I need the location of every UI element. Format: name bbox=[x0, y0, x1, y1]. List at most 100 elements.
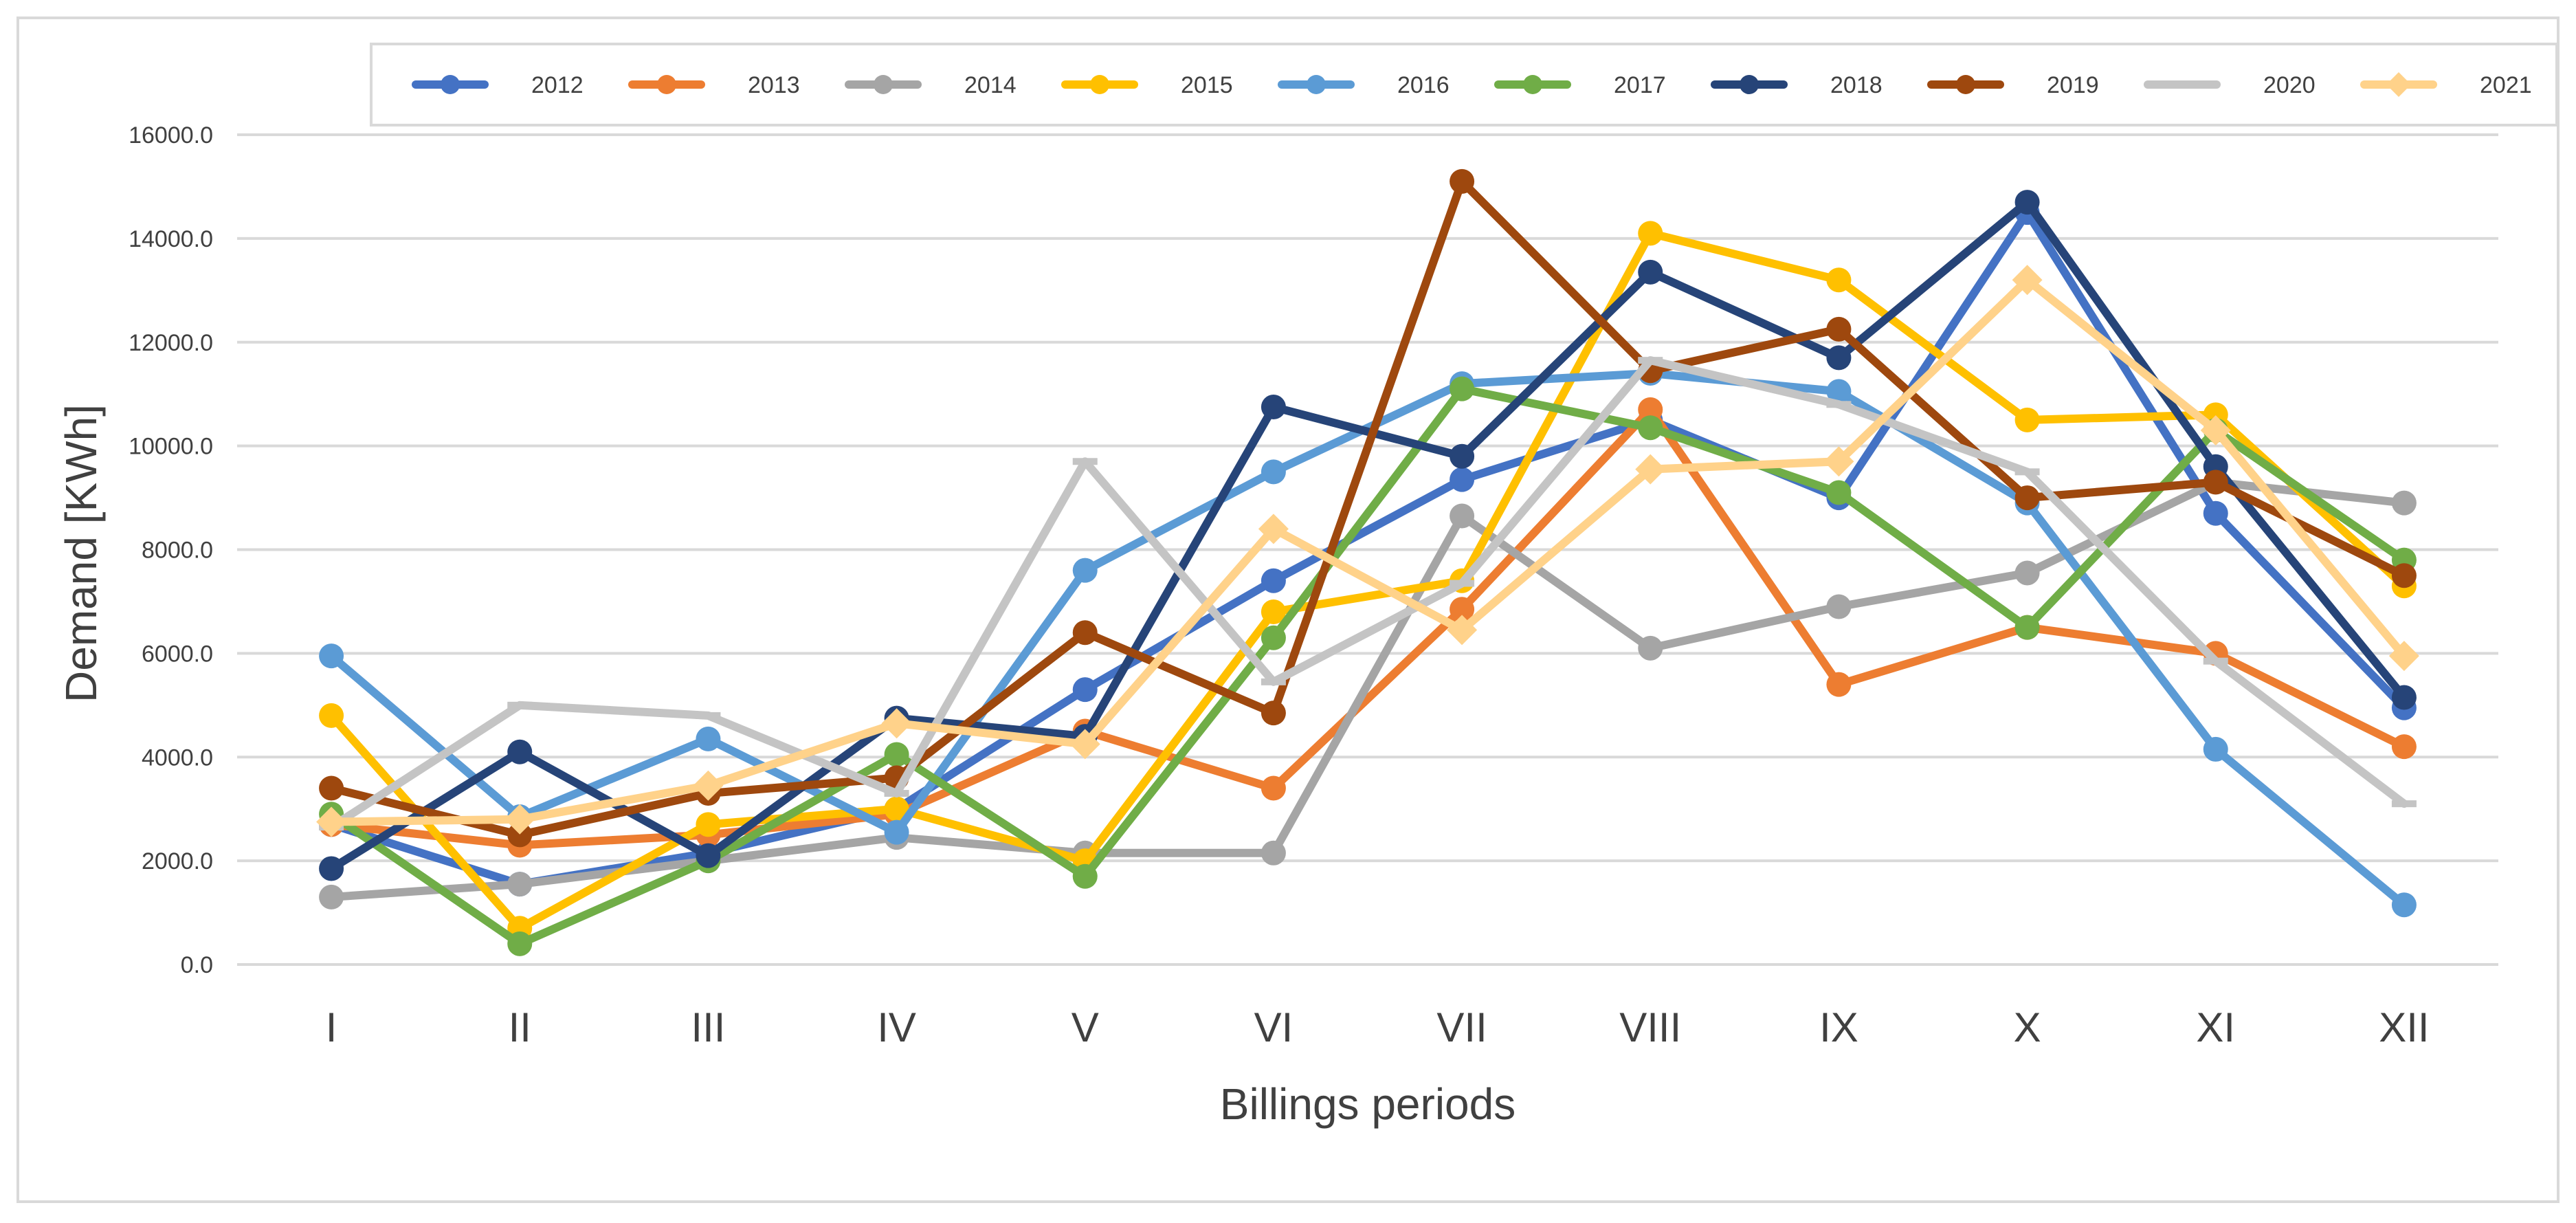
legend-label: 2021 bbox=[2480, 72, 2532, 98]
data-point-2017 bbox=[1261, 625, 1286, 650]
legend-entry-2018: 2018 bbox=[1711, 72, 1883, 98]
y-tick-label: 16000.0 bbox=[129, 122, 213, 148]
x-tick-label: V bbox=[1072, 1004, 1099, 1050]
data-point-2015 bbox=[696, 812, 721, 837]
data-point-2015 bbox=[2014, 407, 2040, 432]
data-point-2016 bbox=[1826, 379, 1852, 404]
data-point-2016 bbox=[1261, 459, 1286, 485]
data-point-2021 bbox=[693, 770, 724, 801]
data-point-2020 bbox=[2014, 468, 2040, 476]
data-point-2019 bbox=[2203, 470, 2228, 495]
legend-swatch-marker bbox=[2386, 72, 2411, 97]
y-tick-label: 14000.0 bbox=[129, 226, 213, 252]
legend-entry-2015: 2015 bbox=[1061, 72, 1233, 98]
series-line-2017 bbox=[327, 384, 2408, 948]
legend-label: 2020 bbox=[2263, 72, 2316, 98]
legend-label: 2014 bbox=[964, 72, 1017, 98]
series-2018 bbox=[319, 190, 2417, 881]
legend-swatch-marker bbox=[1090, 75, 1109, 94]
legend-entry-2016: 2016 bbox=[1278, 72, 1450, 98]
legend-swatch-marker bbox=[2173, 81, 2192, 88]
legend-entry-2020: 2020 bbox=[2144, 72, 2316, 98]
data-point-2021 bbox=[1823, 446, 1854, 477]
x-tick-label: X bbox=[2014, 1004, 2041, 1050]
legend-label: 2018 bbox=[1830, 72, 1883, 98]
data-point-2014 bbox=[1450, 503, 1475, 529]
data-point-2016 bbox=[319, 643, 344, 669]
data-point-2021 bbox=[2012, 265, 2043, 296]
data-point-2013 bbox=[1826, 672, 1852, 697]
data-point-2018 bbox=[1638, 259, 1663, 285]
y-tick-label: 10000.0 bbox=[129, 434, 213, 460]
data-point-2018 bbox=[696, 843, 721, 868]
data-point-2020 bbox=[884, 790, 909, 797]
data-point-2021 bbox=[1069, 729, 1100, 760]
legend-swatch-marker bbox=[1956, 75, 1975, 94]
data-point-2018 bbox=[1826, 345, 1852, 371]
data-point-2012 bbox=[2203, 500, 2228, 526]
x-tick-label: II bbox=[509, 1004, 531, 1050]
data-point-2016 bbox=[1072, 558, 1098, 583]
data-point-2017 bbox=[2014, 615, 2040, 640]
data-point-2015 bbox=[884, 796, 909, 822]
data-point-2020 bbox=[1072, 458, 1098, 465]
series-line-2012 bbox=[327, 208, 2408, 889]
data-point-2018 bbox=[1450, 443, 1475, 469]
data-point-2020 bbox=[1261, 678, 1286, 685]
legend-label: 2013 bbox=[748, 72, 800, 98]
data-point-2018 bbox=[2391, 685, 2417, 710]
series-line-2020 bbox=[327, 356, 2408, 832]
data-point-2021 bbox=[1635, 454, 1666, 485]
data-point-2020 bbox=[696, 712, 721, 719]
data-point-2019 bbox=[1261, 701, 1286, 726]
legend-swatch-marker bbox=[1523, 75, 1542, 94]
data-point-2020 bbox=[1450, 580, 1475, 587]
data-point-2021 bbox=[881, 708, 912, 739]
data-point-2014 bbox=[1826, 594, 1852, 619]
legend-swatch-marker bbox=[657, 75, 676, 94]
legend-entry-2019: 2019 bbox=[1927, 72, 2099, 98]
data-point-2020 bbox=[1638, 357, 1663, 364]
data-point-2013 bbox=[1261, 775, 1286, 801]
data-point-2018 bbox=[1261, 395, 1286, 420]
data-point-2014 bbox=[507, 872, 533, 897]
data-point-2019 bbox=[507, 822, 533, 848]
x-tick-label: IX bbox=[1819, 1004, 1858, 1050]
data-point-2019 bbox=[2014, 485, 2040, 511]
data-point-2019 bbox=[2391, 563, 2417, 588]
data-point-2015 bbox=[319, 703, 344, 728]
data-point-2012 bbox=[1072, 677, 1098, 703]
data-point-2013 bbox=[1638, 397, 1663, 422]
data-point-2021 bbox=[2388, 641, 2419, 672]
legend: 2012 2013 2014 2015 2016 2017 2018 2019 2020 2021 bbox=[412, 72, 2532, 98]
data-point-2017 bbox=[1072, 863, 1098, 889]
data-point-2014 bbox=[319, 884, 344, 910]
series-line-2014 bbox=[327, 478, 2408, 901]
data-point-2014 bbox=[2014, 560, 2040, 586]
legend-entry-2014: 2014 bbox=[845, 72, 1017, 98]
data-point-2018 bbox=[507, 739, 533, 764]
y-tick-label: 0.0 bbox=[181, 952, 213, 978]
series-2021 bbox=[316, 265, 2419, 837]
y-axis-ticks: 0.0 2000.0 4000.0 6000.0 8000.0 10000.0 12000.… bbox=[129, 122, 213, 978]
data-point-2020 bbox=[2391, 800, 2417, 808]
data-point-2017 bbox=[1450, 376, 1475, 401]
y-tick-label: 12000.0 bbox=[129, 330, 213, 356]
data-point-2021 bbox=[316, 806, 347, 837]
data-point-2012 bbox=[1261, 568, 1286, 593]
x-axis-title: Billings periods bbox=[1220, 1079, 1515, 1129]
legend-label: 2016 bbox=[1397, 72, 1450, 98]
data-point-2016 bbox=[2203, 736, 2228, 762]
data-point-2015 bbox=[1826, 267, 1852, 293]
data-point-2018 bbox=[319, 856, 344, 881]
x-axis-ticks: I II III IV V VI VII VIII IX X XI XII bbox=[326, 1004, 2430, 1050]
data-point-2018 bbox=[2014, 190, 2040, 215]
legend-entry-2012: 2012 bbox=[412, 72, 584, 98]
legend-entry-2021: 2021 bbox=[2360, 72, 2532, 98]
data-point-2016 bbox=[2391, 892, 2417, 918]
data-point-2019 bbox=[319, 775, 344, 801]
legend-label: 2017 bbox=[1614, 72, 1666, 98]
x-tick-label: VI bbox=[1254, 1004, 1293, 1050]
series-line-2019 bbox=[327, 177, 2408, 839]
